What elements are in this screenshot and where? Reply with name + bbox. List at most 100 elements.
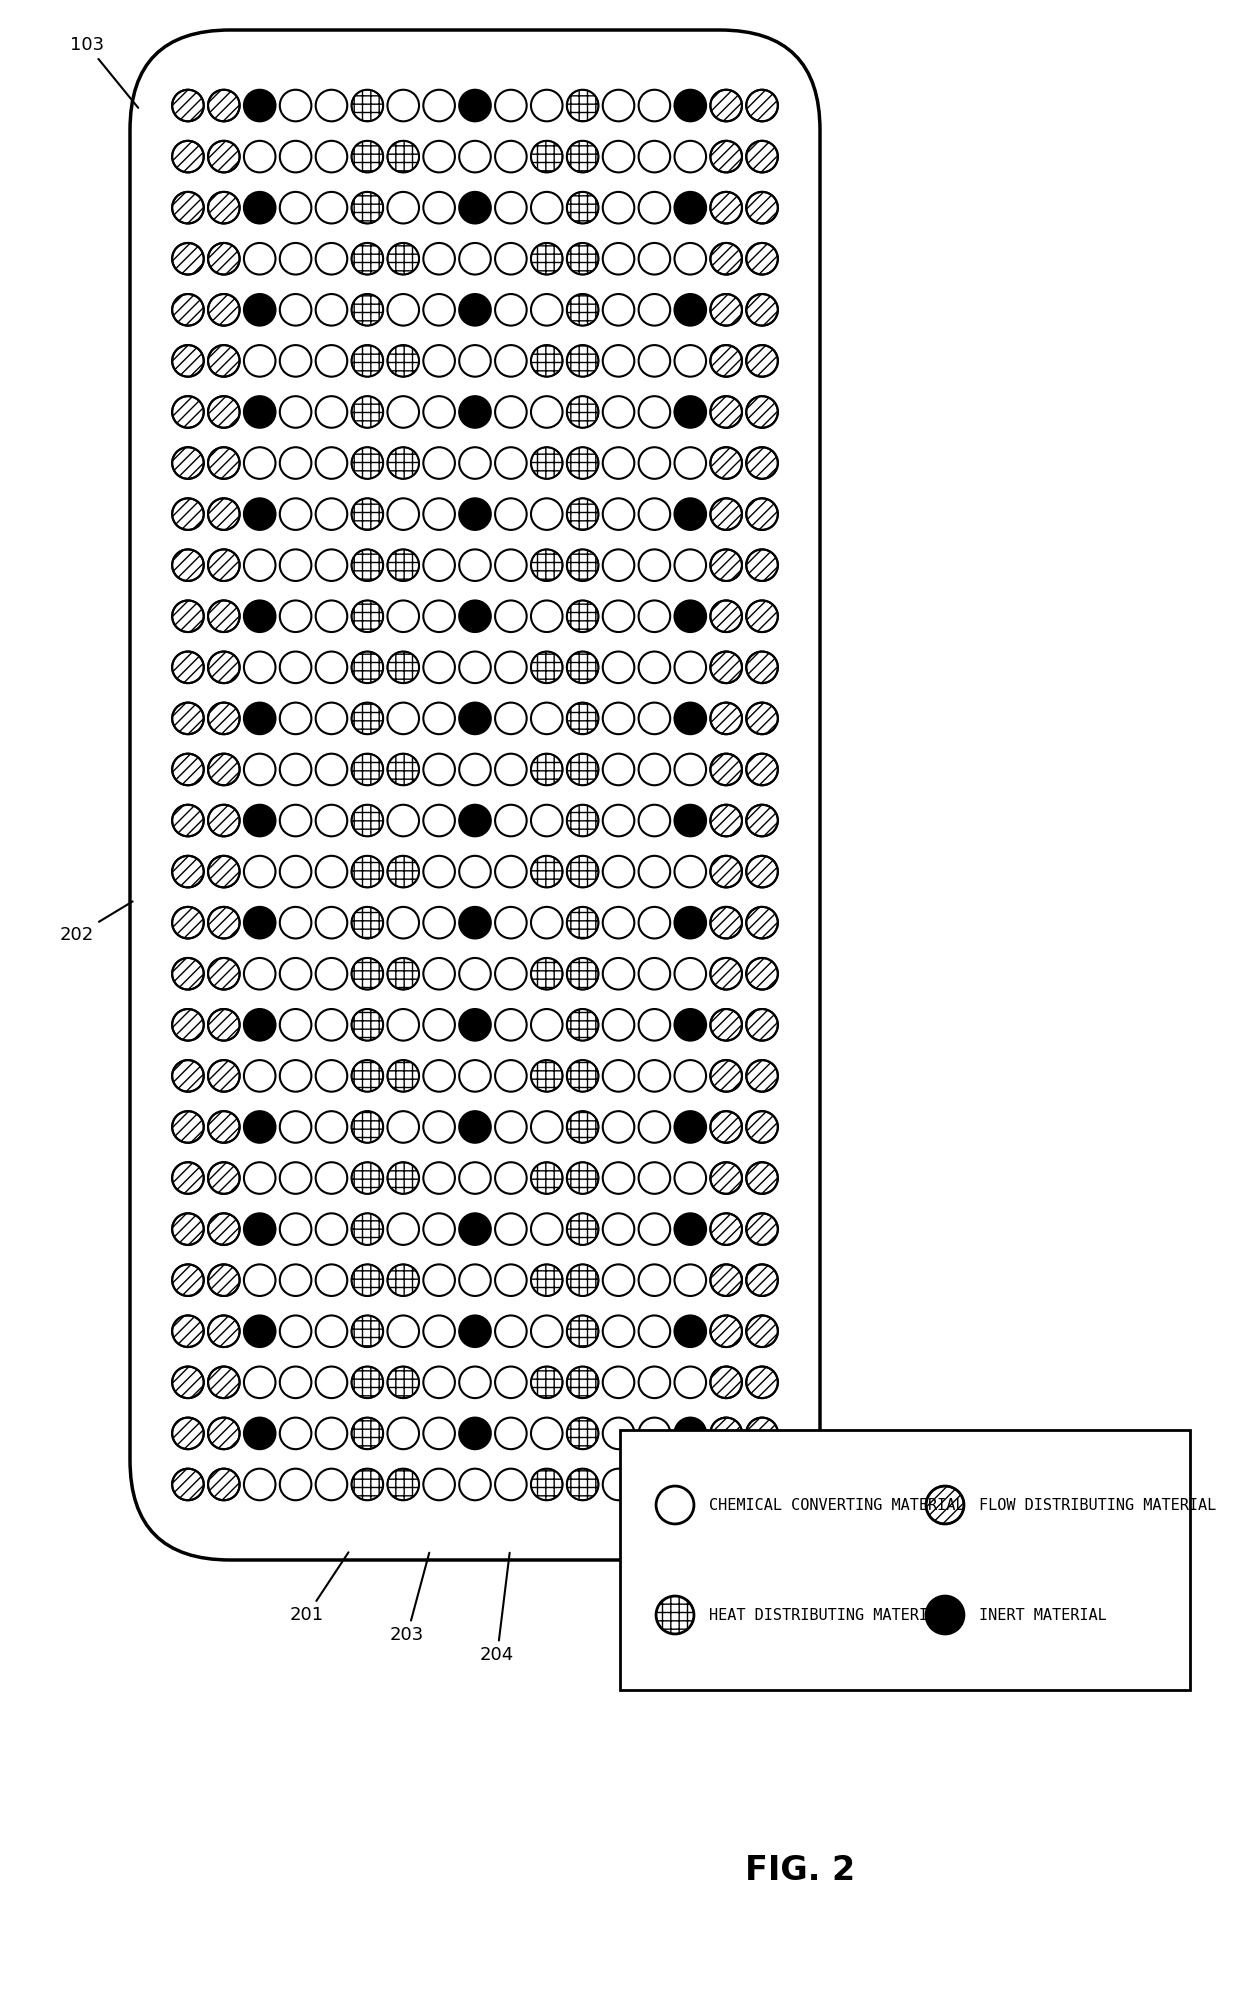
- Circle shape: [459, 549, 491, 581]
- Circle shape: [172, 294, 203, 326]
- Circle shape: [316, 957, 347, 989]
- Circle shape: [567, 753, 599, 785]
- Circle shape: [675, 753, 706, 785]
- Circle shape: [746, 1163, 777, 1195]
- Circle shape: [387, 1315, 419, 1347]
- Circle shape: [208, 1419, 239, 1449]
- Circle shape: [495, 294, 527, 326]
- Circle shape: [495, 498, 527, 529]
- Circle shape: [352, 1315, 383, 1347]
- Circle shape: [711, 192, 742, 224]
- Circle shape: [244, 703, 275, 733]
- Circle shape: [352, 805, 383, 837]
- Circle shape: [639, 753, 670, 785]
- Circle shape: [387, 396, 419, 428]
- Circle shape: [675, 703, 706, 733]
- Circle shape: [711, 1213, 742, 1245]
- Circle shape: [208, 90, 239, 122]
- Circle shape: [531, 192, 563, 224]
- Circle shape: [495, 1009, 527, 1041]
- Circle shape: [495, 192, 527, 224]
- Circle shape: [711, 498, 742, 529]
- Circle shape: [567, 1061, 599, 1091]
- Circle shape: [567, 1419, 599, 1449]
- Circle shape: [567, 1111, 599, 1143]
- Circle shape: [172, 1469, 203, 1500]
- Circle shape: [172, 907, 203, 939]
- Circle shape: [208, 192, 239, 224]
- Circle shape: [639, 703, 670, 733]
- Circle shape: [459, 651, 491, 683]
- Circle shape: [459, 1009, 491, 1041]
- Circle shape: [280, 244, 311, 274]
- Circle shape: [531, 90, 563, 122]
- Circle shape: [639, 1213, 670, 1245]
- Circle shape: [423, 703, 455, 733]
- Circle shape: [531, 1419, 563, 1449]
- Circle shape: [280, 140, 311, 172]
- Circle shape: [387, 346, 419, 378]
- Circle shape: [423, 1163, 455, 1195]
- Circle shape: [675, 1213, 706, 1245]
- Circle shape: [459, 396, 491, 428]
- Circle shape: [352, 1009, 383, 1041]
- Circle shape: [244, 90, 275, 122]
- Circle shape: [531, 294, 563, 326]
- Circle shape: [172, 396, 203, 428]
- Circle shape: [423, 753, 455, 785]
- Circle shape: [675, 907, 706, 939]
- Circle shape: [711, 805, 742, 837]
- Circle shape: [172, 192, 203, 224]
- Circle shape: [639, 1419, 670, 1449]
- Circle shape: [711, 1315, 742, 1347]
- Circle shape: [639, 907, 670, 939]
- Circle shape: [746, 703, 777, 733]
- Circle shape: [172, 1061, 203, 1091]
- Circle shape: [675, 90, 706, 122]
- Circle shape: [352, 1213, 383, 1245]
- Circle shape: [244, 294, 275, 326]
- Circle shape: [208, 346, 239, 378]
- Circle shape: [208, 1367, 239, 1399]
- Circle shape: [459, 1061, 491, 1091]
- Circle shape: [316, 907, 347, 939]
- Circle shape: [172, 703, 203, 733]
- Circle shape: [639, 601, 670, 631]
- Circle shape: [423, 140, 455, 172]
- Circle shape: [172, 805, 203, 837]
- Circle shape: [352, 1111, 383, 1143]
- Circle shape: [711, 396, 742, 428]
- Circle shape: [387, 805, 419, 837]
- Circle shape: [208, 244, 239, 274]
- Circle shape: [280, 601, 311, 631]
- Circle shape: [352, 294, 383, 326]
- Circle shape: [746, 1367, 777, 1399]
- Circle shape: [459, 90, 491, 122]
- Circle shape: [172, 1009, 203, 1041]
- Circle shape: [603, 703, 635, 733]
- Circle shape: [459, 855, 491, 887]
- Circle shape: [352, 855, 383, 887]
- Circle shape: [495, 703, 527, 733]
- Circle shape: [603, 1419, 635, 1449]
- Circle shape: [280, 549, 311, 581]
- Circle shape: [495, 1061, 527, 1091]
- Circle shape: [603, 396, 635, 428]
- Circle shape: [495, 140, 527, 172]
- Circle shape: [711, 549, 742, 581]
- Circle shape: [567, 294, 599, 326]
- Circle shape: [567, 140, 599, 172]
- Circle shape: [711, 140, 742, 172]
- Circle shape: [208, 1265, 239, 1297]
- Circle shape: [280, 1009, 311, 1041]
- Circle shape: [459, 957, 491, 989]
- Circle shape: [280, 498, 311, 529]
- Circle shape: [567, 1315, 599, 1347]
- Circle shape: [639, 651, 670, 683]
- Circle shape: [172, 1265, 203, 1297]
- Circle shape: [316, 1061, 347, 1091]
- Circle shape: [387, 549, 419, 581]
- Circle shape: [639, 244, 670, 274]
- Circle shape: [675, 396, 706, 428]
- Text: FLOW DISTRIBUTING MATERIAL: FLOW DISTRIBUTING MATERIAL: [978, 1497, 1216, 1512]
